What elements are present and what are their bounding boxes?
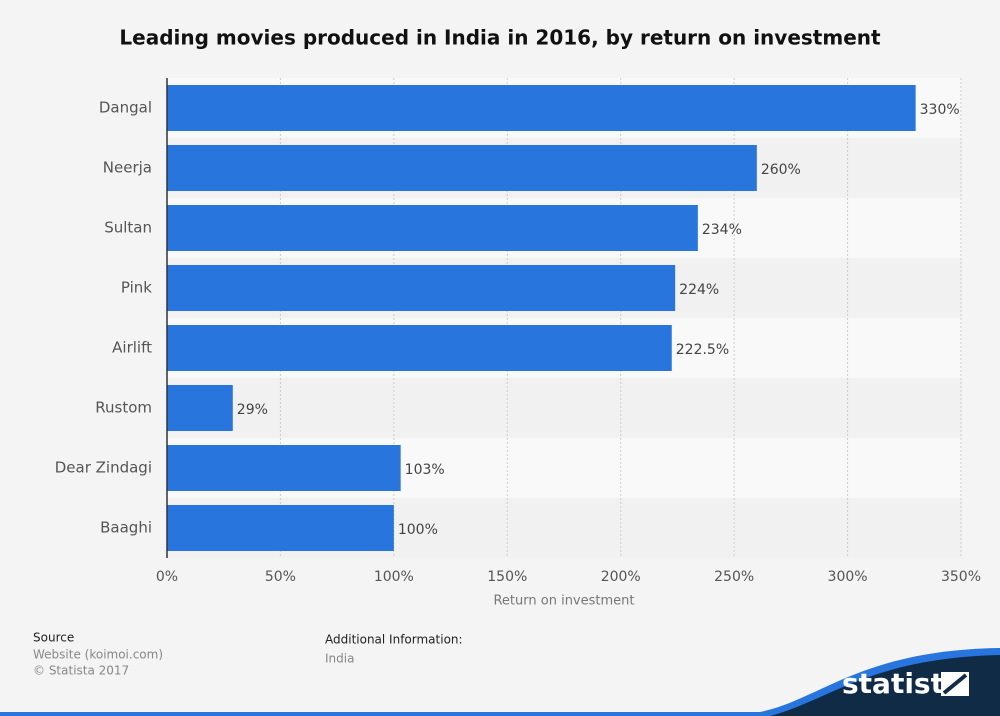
bar (167, 145, 757, 191)
y-tick-label: Airlift (112, 339, 152, 357)
y-tick-label: Neerja (103, 159, 152, 177)
plot: 0% 50% 100% 150% 200% 250% 300% 350% Dangal 330% N… (55, 78, 981, 585)
y-tick-label: Dear Zindagi (55, 459, 152, 477)
copyright: © Statista 2017 (33, 664, 129, 678)
y-tick-label: Sultan (104, 219, 152, 237)
value-label: 260% (761, 162, 801, 178)
bar (167, 325, 672, 371)
bar (167, 505, 394, 551)
x-tick-label: 350% (941, 569, 981, 585)
y-tick-label: Rustom (95, 399, 152, 417)
bar (167, 205, 698, 251)
x-tick-label: 150% (487, 569, 527, 585)
x-tick-label: 0% (156, 569, 178, 585)
value-label: 224% (679, 282, 719, 298)
bar (167, 265, 676, 311)
y-tick-label: Pink (121, 279, 152, 297)
value-label: 222.5% (676, 342, 729, 358)
bar (167, 85, 916, 131)
value-label: 29% (237, 402, 268, 418)
bar (167, 385, 233, 431)
value-label: 103% (405, 462, 445, 478)
bar (167, 445, 401, 491)
footer-dark (770, 655, 1000, 716)
x-tick-label: 50% (265, 569, 296, 585)
x-tick-label: 250% (714, 569, 754, 585)
value-label: 330% (920, 102, 960, 118)
info: India (325, 652, 354, 666)
x-tick-label: 100% (374, 569, 414, 585)
info-title: Additional Information: (325, 633, 463, 647)
value-label: 234% (702, 222, 742, 238)
row-band (167, 378, 961, 438)
x-tick-label: 300% (828, 569, 868, 585)
x-axis-title: Return on investment (493, 594, 634, 609)
value-label: 100% (398, 522, 438, 538)
y-tick-label: Dangal (99, 99, 152, 117)
chart-title: Leading movies produced in India in 2016… (119, 26, 881, 50)
source-title: Source (33, 631, 74, 645)
y-tick-label: Baaghi (100, 519, 152, 537)
x-tick-label: 200% (601, 569, 641, 585)
logo-icon-stroke (942, 673, 968, 695)
source: Website (koimoi.com) (33, 648, 163, 662)
